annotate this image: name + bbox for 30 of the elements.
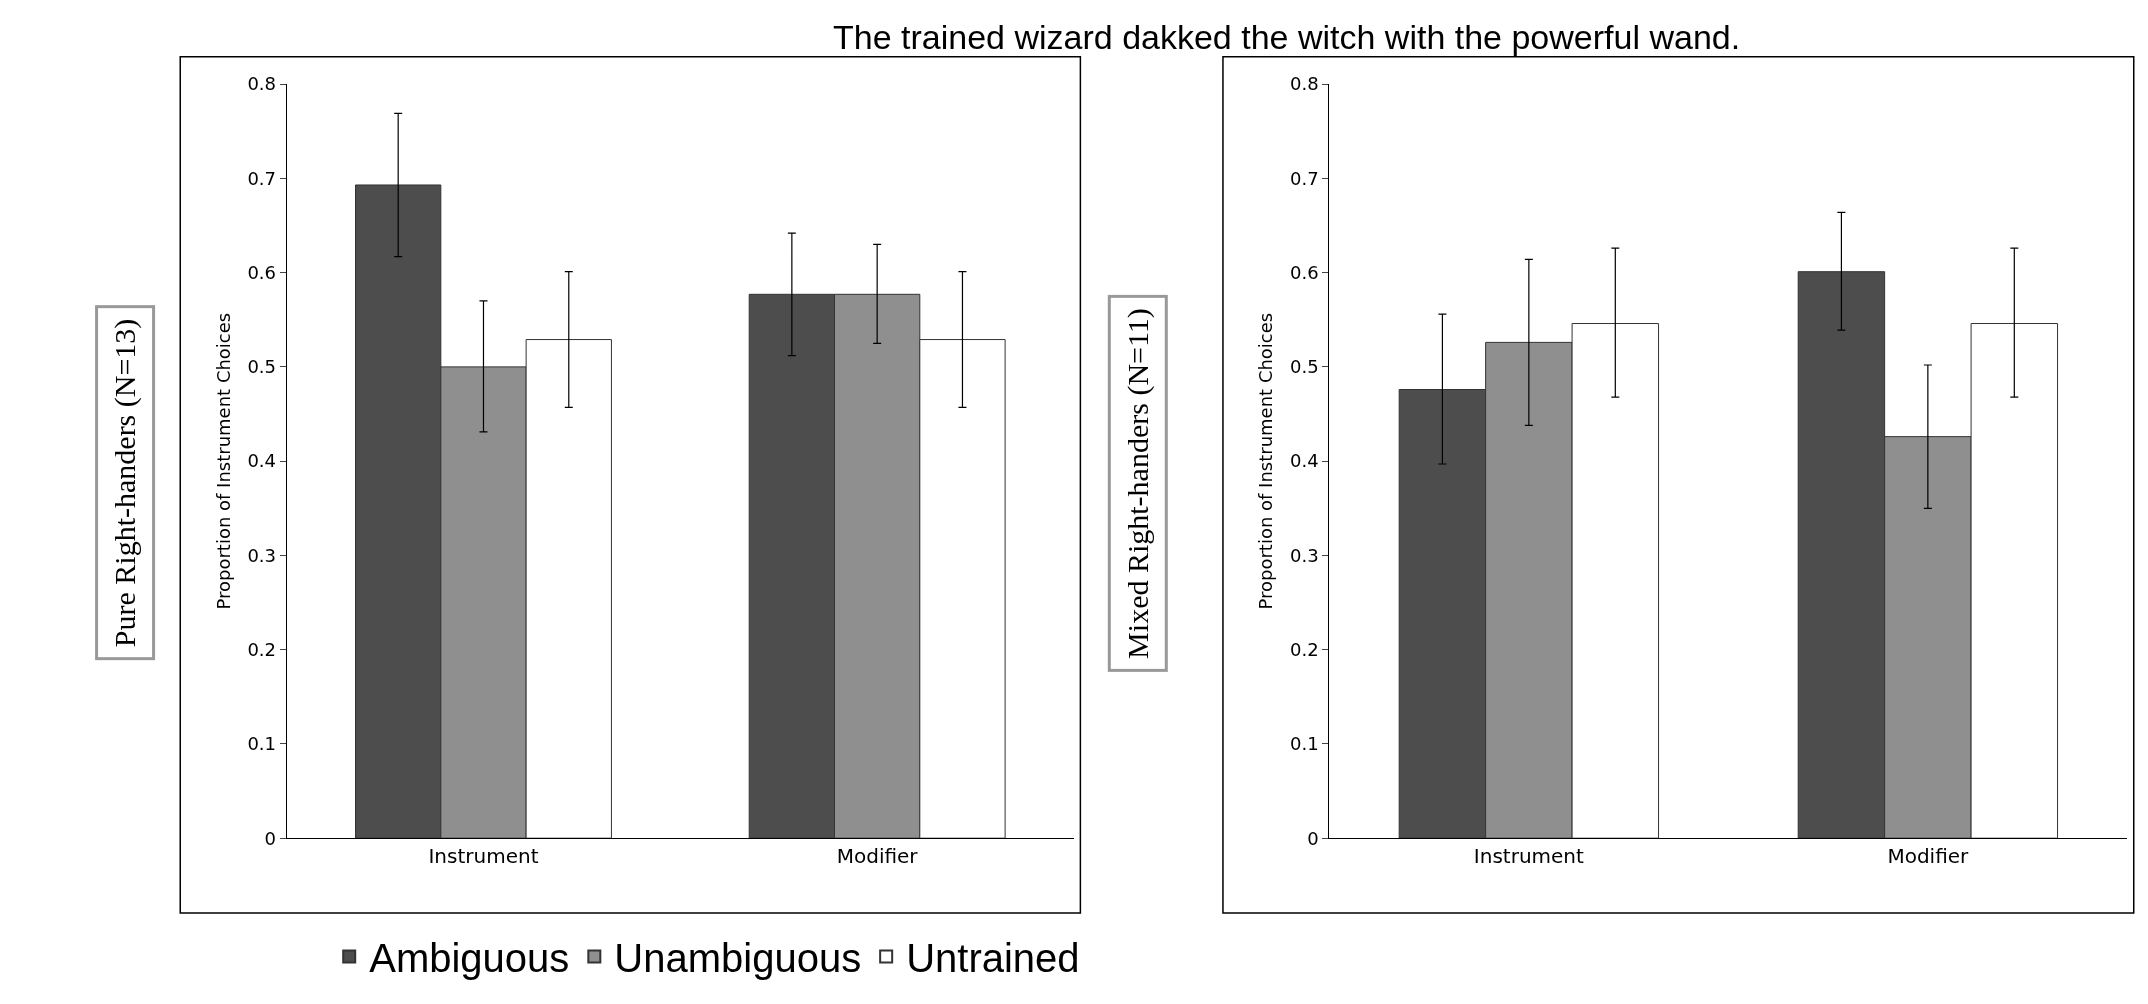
text: Pure Right-handers (N=13)	[108, 318, 143, 648]
y-tick-label: 0.2	[247, 638, 277, 660]
y-tick-label: 0.2	[1290, 638, 1319, 660]
y-tick-label: 0.8	[1290, 73, 1319, 95]
y-tick-label: 0.5	[247, 356, 277, 378]
y-tick-label: 0.8	[247, 73, 277, 95]
y-tick-label: 0.7	[247, 167, 277, 189]
y-tick-label: 0.4	[247, 450, 277, 472]
y-tick-label: 0.3	[1290, 544, 1319, 566]
legend-label: Unambiguous	[614, 936, 862, 981]
text: The trained wizard dakked the witch with the powerful wand.	[833, 18, 1741, 56]
x-tick-label: Modifier	[1887, 844, 1970, 869]
x-tick-label: Instrument	[428, 844, 539, 869]
y-tick-label: 0.7	[1290, 167, 1319, 189]
legend-label: Ambiguous	[369, 936, 570, 981]
y-tick-label: 0	[1307, 827, 1319, 849]
y-tick-label: 0	[264, 827, 277, 849]
y-tick-label: 0.1	[247, 733, 277, 755]
x-tick-label: Modifier	[836, 844, 919, 869]
x-tick-label: Instrument	[1473, 844, 1585, 869]
text: Mixed Right-handers (N=11)	[1120, 308, 1155, 659]
legend-label: Untrained	[906, 936, 1080, 981]
y-tick-label: 0.6	[247, 261, 277, 283]
y-axis-title: Proportion of Instrument Choices	[1255, 312, 1277, 610]
y-tick-label: 0.3	[247, 544, 277, 566]
y-tick-label: 0.6	[1290, 261, 1319, 283]
y-tick-label: 0.5	[1290, 356, 1319, 378]
y-axis-title: Proportion of Instrument Choices	[212, 312, 234, 610]
y-tick-label: 0.4	[1290, 450, 1319, 472]
y-tick-label: 0.1	[1290, 733, 1319, 755]
